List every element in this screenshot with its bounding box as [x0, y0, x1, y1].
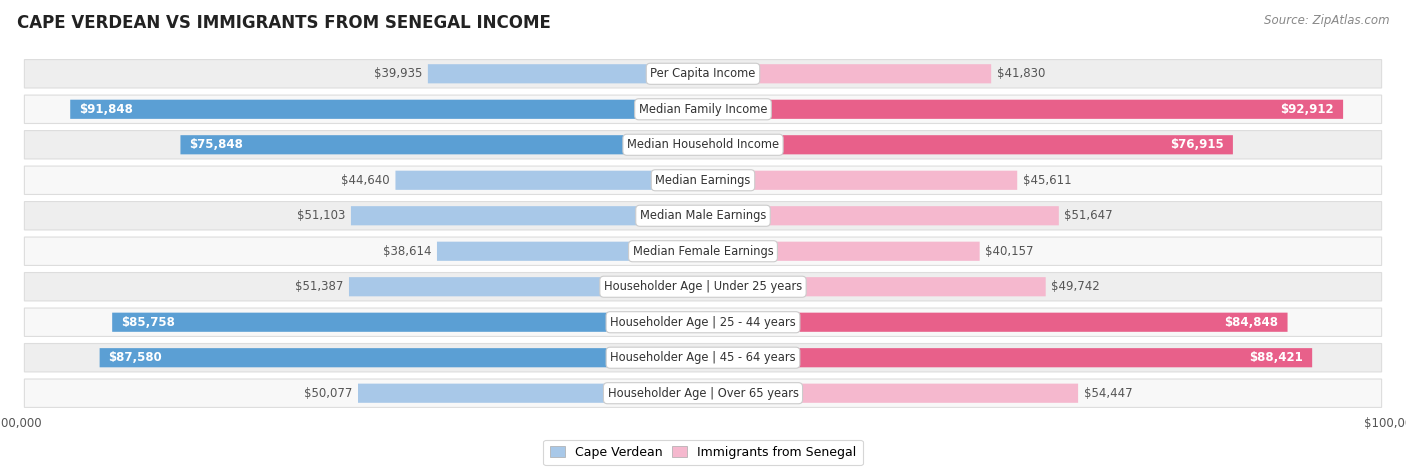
FancyBboxPatch shape [703, 99, 1343, 119]
FancyBboxPatch shape [24, 344, 1382, 372]
Legend: Cape Verdean, Immigrants from Senegal: Cape Verdean, Immigrants from Senegal [543, 439, 863, 465]
Text: Median Male Earnings: Median Male Earnings [640, 209, 766, 222]
FancyBboxPatch shape [703, 241, 980, 261]
Text: $84,848: $84,848 [1225, 316, 1278, 329]
Text: $51,647: $51,647 [1064, 209, 1114, 222]
Text: $38,614: $38,614 [382, 245, 432, 258]
Text: $49,742: $49,742 [1052, 280, 1099, 293]
FancyBboxPatch shape [70, 99, 703, 119]
FancyBboxPatch shape [352, 206, 703, 226]
Text: Householder Age | 45 - 64 years: Householder Age | 45 - 64 years [610, 351, 796, 364]
FancyBboxPatch shape [703, 383, 1078, 403]
Text: Median Female Earnings: Median Female Earnings [633, 245, 773, 258]
FancyBboxPatch shape [180, 135, 703, 155]
FancyBboxPatch shape [112, 312, 703, 332]
Text: $54,447: $54,447 [1084, 387, 1132, 400]
Text: Householder Age | 25 - 44 years: Householder Age | 25 - 44 years [610, 316, 796, 329]
Text: $51,387: $51,387 [295, 280, 343, 293]
Text: Householder Age | Over 65 years: Householder Age | Over 65 years [607, 387, 799, 400]
Text: $91,848: $91,848 [79, 103, 134, 116]
Text: Source: ZipAtlas.com: Source: ZipAtlas.com [1264, 14, 1389, 27]
FancyBboxPatch shape [395, 170, 703, 190]
Text: $76,915: $76,915 [1170, 138, 1225, 151]
FancyBboxPatch shape [24, 166, 1382, 194]
Text: $44,640: $44,640 [342, 174, 389, 187]
FancyBboxPatch shape [703, 135, 1233, 155]
Text: $45,611: $45,611 [1022, 174, 1071, 187]
Text: Median Earnings: Median Earnings [655, 174, 751, 187]
Text: Median Household Income: Median Household Income [627, 138, 779, 151]
Text: $41,830: $41,830 [997, 67, 1045, 80]
FancyBboxPatch shape [703, 206, 1059, 226]
Text: Median Family Income: Median Family Income [638, 103, 768, 116]
FancyBboxPatch shape [24, 237, 1382, 265]
Text: $51,103: $51,103 [297, 209, 346, 222]
Text: $87,580: $87,580 [108, 351, 162, 364]
Text: $92,912: $92,912 [1281, 103, 1334, 116]
FancyBboxPatch shape [24, 131, 1382, 159]
FancyBboxPatch shape [24, 202, 1382, 230]
FancyBboxPatch shape [359, 383, 703, 403]
FancyBboxPatch shape [24, 60, 1382, 88]
Text: $88,421: $88,421 [1250, 351, 1303, 364]
FancyBboxPatch shape [100, 348, 703, 368]
Text: $40,157: $40,157 [986, 245, 1033, 258]
Text: $50,077: $50,077 [304, 387, 353, 400]
FancyBboxPatch shape [427, 64, 703, 84]
FancyBboxPatch shape [703, 170, 1017, 190]
FancyBboxPatch shape [703, 64, 991, 84]
Text: $85,758: $85,758 [121, 316, 174, 329]
FancyBboxPatch shape [24, 379, 1382, 407]
FancyBboxPatch shape [703, 348, 1312, 368]
Text: CAPE VERDEAN VS IMMIGRANTS FROM SENEGAL INCOME: CAPE VERDEAN VS IMMIGRANTS FROM SENEGAL … [17, 14, 551, 32]
Text: Householder Age | Under 25 years: Householder Age | Under 25 years [603, 280, 803, 293]
FancyBboxPatch shape [24, 95, 1382, 123]
FancyBboxPatch shape [703, 277, 1046, 297]
Text: $39,935: $39,935 [374, 67, 422, 80]
FancyBboxPatch shape [24, 273, 1382, 301]
FancyBboxPatch shape [24, 308, 1382, 336]
Text: Per Capita Income: Per Capita Income [651, 67, 755, 80]
Text: $75,848: $75,848 [190, 138, 243, 151]
FancyBboxPatch shape [437, 241, 703, 261]
FancyBboxPatch shape [349, 277, 703, 297]
FancyBboxPatch shape [703, 312, 1288, 332]
